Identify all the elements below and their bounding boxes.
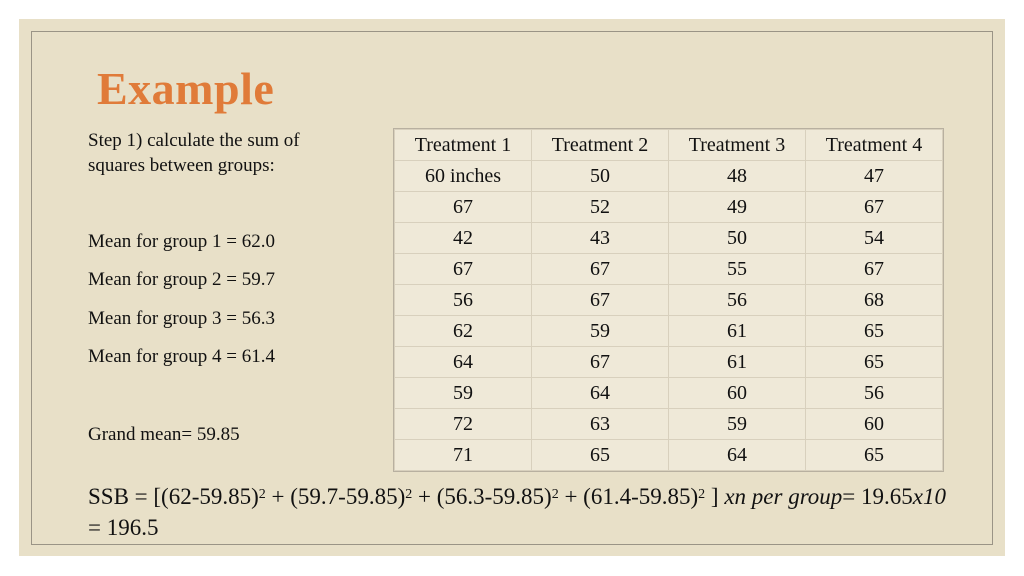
table-cell: 56 (394, 284, 532, 316)
table-body: 60 inches 50 48 47 67 52 49 67 42 43 50 54 67 67 55 67 5… (394, 160, 943, 471)
table-cell: 42 (394, 222, 532, 254)
exponent: 2 (551, 487, 559, 502)
table-cell: 68 (805, 284, 943, 316)
table-row: 60 inches 50 48 47 (394, 160, 943, 192)
table-cell: 64 (394, 346, 532, 378)
table-cell: 50 (531, 160, 669, 192)
formula-x10: x10 (912, 484, 946, 509)
exponent: 2 (405, 487, 413, 502)
column-header: Treatment 3 (668, 129, 806, 161)
formula-xn: xn per group (724, 484, 843, 509)
mean-group-1: Mean for group 1 = 62.0 (88, 231, 275, 252)
table-cell: 54 (805, 222, 943, 254)
table-cell: 67 (805, 191, 943, 223)
table-cell: 52 (531, 191, 669, 223)
table-cell: 59 (668, 408, 806, 440)
formula-term-2: + (59.7-59.85) (265, 484, 406, 509)
table-cell: 67 (394, 191, 532, 223)
table-row: 64 67 61 65 (394, 346, 943, 378)
table-cell: 43 (531, 222, 669, 254)
column-header: Treatment 1 (394, 129, 532, 161)
table-row: 62 59 61 65 (394, 315, 943, 347)
table-row: 59 64 60 56 (394, 377, 943, 409)
table-cell: 67 (394, 253, 532, 285)
table-cell: 64 (668, 439, 806, 471)
formula-close: ] (705, 484, 725, 509)
table-cell: 60 (805, 408, 943, 440)
table-cell: 65 (805, 439, 943, 471)
table-row: 71 65 64 65 (394, 439, 943, 471)
table-cell: 50 (668, 222, 806, 254)
table-row: 67 67 55 67 (394, 253, 943, 285)
table-cell: 67 (531, 253, 669, 285)
table-row: 67 52 49 67 (394, 191, 943, 223)
table-cell: 71 (394, 439, 532, 471)
table-cell: 67 (531, 284, 669, 316)
formula-result: = 196.5 (88, 515, 159, 540)
mean-group-3: Mean for group 3 = 56.3 (88, 308, 275, 329)
table-cell: 49 (668, 191, 806, 223)
formula-term-3: + (56.3-59.85) (412, 484, 552, 509)
column-header: Treatment 2 (531, 129, 669, 161)
table-row: 42 43 50 54 (394, 222, 943, 254)
table-cell: 65 (805, 346, 943, 378)
treatment-table-container: Treatment 1 Treatment 2 Treatment 3 Trea… (393, 128, 944, 472)
formula-prefix: SSB = [(62-59.85) (88, 484, 259, 509)
table-cell: 61 (668, 315, 806, 347)
step-instruction: Step 1) calculate the sum of squares bet… (88, 130, 300, 176)
mean-group-4: Mean for group 4 = 61.4 (88, 346, 275, 367)
slide-title: Example (97, 63, 275, 114)
table-cell: 64 (531, 377, 669, 409)
grand-mean: Grand mean= 59.85 (88, 424, 240, 445)
table-cell: 65 (805, 315, 943, 347)
table-cell: 60 inches (394, 160, 532, 192)
table-cell: 62 (394, 315, 532, 347)
table-cell: 67 (805, 253, 943, 285)
column-header: Treatment 4 (805, 129, 943, 161)
table-cell: 60 (668, 377, 806, 409)
slide-frame (31, 31, 993, 545)
table-cell: 59 (531, 315, 669, 347)
table-cell: 63 (531, 408, 669, 440)
exponent: 2 (698, 487, 706, 502)
table-cell: 55 (668, 253, 806, 285)
table-cell: 67 (531, 346, 669, 378)
formula-term-4: + (61.4-59.85) (558, 484, 699, 509)
table-cell: 56 (668, 284, 806, 316)
table-cell: 72 (394, 408, 532, 440)
table-row: 72 63 59 60 (394, 408, 943, 440)
formula-eq: = 19.65 (842, 484, 913, 509)
mean-group-2: Mean for group 2 = 59.7 (88, 269, 275, 290)
table-cell: 48 (668, 160, 806, 192)
ssb-formula: SSB = [(62-59.85)2 + (59.7-59.85)2 + (56… (88, 481, 948, 543)
table-cell: 61 (668, 346, 806, 378)
table-cell: 56 (805, 377, 943, 409)
table-cell: 59 (394, 377, 532, 409)
table-row: 56 67 56 68 (394, 284, 943, 316)
table-cell: 47 (805, 160, 943, 192)
treatment-table: Treatment 1 Treatment 2 Treatment 3 Trea… (393, 128, 944, 472)
table-header-row: Treatment 1 Treatment 2 Treatment 3 Trea… (394, 129, 943, 161)
exponent: 2 (258, 487, 266, 502)
table-cell: 65 (531, 439, 669, 471)
